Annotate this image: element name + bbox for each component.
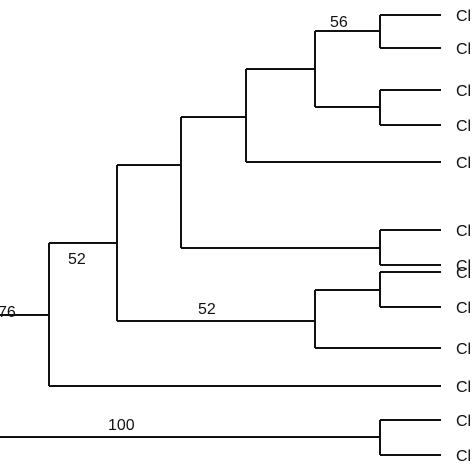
leaf-label: Cl <box>456 223 471 240</box>
support-value-52-upper: 52 <box>68 251 86 268</box>
leaf-label: Cl <box>456 155 471 172</box>
leaf-label: Cl <box>456 8 471 25</box>
support-value-56: 56 <box>330 14 348 31</box>
support-value-100: 100 <box>108 417 135 434</box>
leaf-label: Cl <box>456 265 471 282</box>
leaf-label: Cl <box>456 41 471 58</box>
tree-branches <box>0 14 441 456</box>
leaf-label: Cl <box>456 83 471 100</box>
leaf-label: Cl <box>456 448 471 465</box>
support-value-76: 76 <box>0 304 16 321</box>
leaf-label: Cl <box>456 118 471 135</box>
leaf-label: Cl <box>456 413 471 430</box>
leaf-label: Cl <box>456 379 471 396</box>
support-value-52-lower: 52 <box>198 301 216 318</box>
leaf-label: Cl <box>456 341 471 358</box>
leaf-label: Cl <box>456 258 471 275</box>
leaf-label: Cl <box>456 300 471 317</box>
